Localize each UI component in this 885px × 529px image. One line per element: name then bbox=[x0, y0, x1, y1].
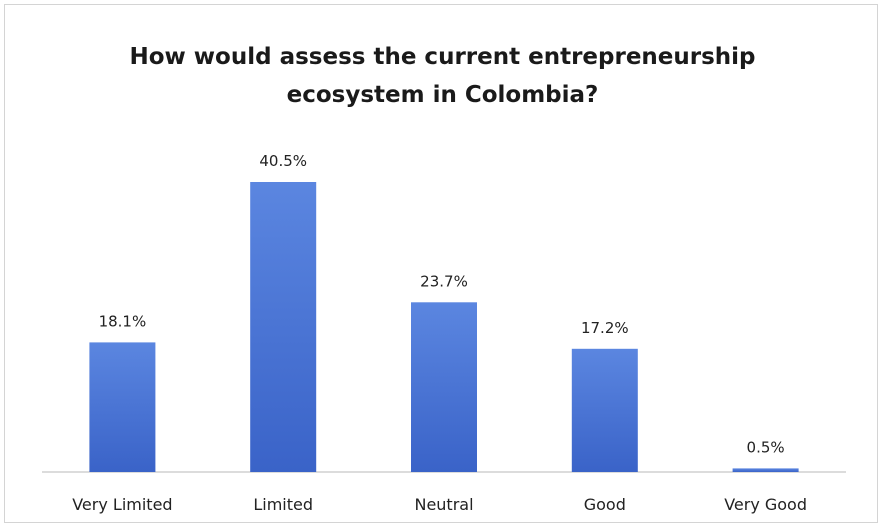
data-label-2: 23.7% bbox=[420, 272, 468, 290]
data-label-1: 40.5% bbox=[259, 152, 307, 170]
category-label-1: Limited bbox=[253, 495, 313, 514]
category-labels-group: Very Limited Limited Neutral Good Very Good bbox=[72, 495, 807, 514]
category-label-4: Very Good bbox=[724, 495, 807, 514]
data-labels-group: 18.1% 40.5% 23.7% 17.2% 0.5% bbox=[99, 152, 785, 456]
bar-1 bbox=[250, 182, 317, 472]
chart-title-line-2: ecosystem in Colombia? bbox=[286, 82, 599, 108]
category-label-2: Neutral bbox=[414, 495, 473, 514]
chart-title-line-1: How would assess the current entrepreneu… bbox=[129, 44, 756, 70]
bar-2 bbox=[411, 302, 477, 472]
data-label-4: 0.5% bbox=[747, 438, 785, 456]
bar-4 bbox=[732, 468, 799, 472]
bars-group bbox=[89, 182, 799, 472]
category-label-3: Good bbox=[584, 495, 626, 514]
bar-0 bbox=[89, 342, 156, 472]
data-label-0: 18.1% bbox=[99, 312, 147, 330]
category-label-0: Very Limited bbox=[72, 495, 172, 514]
bar-3 bbox=[571, 348, 638, 472]
chart-title: How would assess the current entrepreneu… bbox=[0, 38, 885, 114]
data-label-3: 17.2% bbox=[581, 319, 629, 337]
